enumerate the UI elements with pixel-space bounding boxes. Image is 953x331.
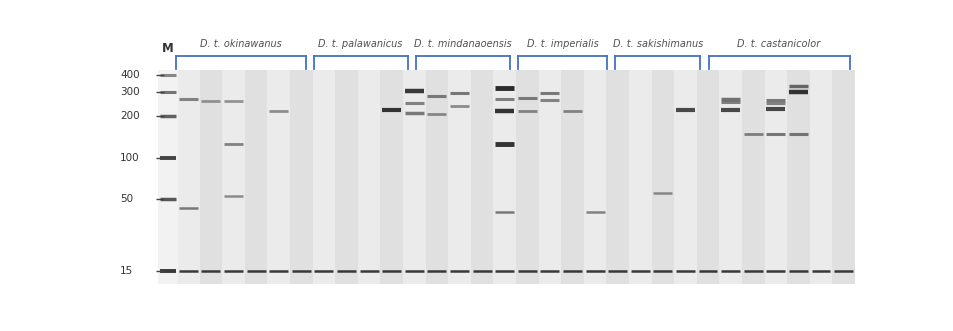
Text: D. t. mindanaoensis: D. t. mindanaoensis bbox=[414, 39, 511, 49]
Bar bbox=[402, 70, 425, 284]
Text: 100: 100 bbox=[120, 153, 139, 163]
Bar bbox=[245, 70, 267, 284]
Bar bbox=[628, 70, 651, 284]
Bar bbox=[380, 70, 402, 284]
Bar bbox=[583, 70, 606, 284]
Text: D. t. okinawanus: D. t. okinawanus bbox=[199, 39, 281, 49]
Text: D. t. castanicolor: D. t. castanicolor bbox=[737, 39, 820, 49]
Bar bbox=[560, 70, 583, 284]
Bar bbox=[448, 70, 470, 284]
Bar bbox=[606, 70, 628, 284]
Bar bbox=[674, 70, 696, 284]
Text: 400: 400 bbox=[120, 70, 139, 80]
Bar bbox=[199, 70, 222, 284]
Bar bbox=[493, 70, 516, 284]
Bar bbox=[786, 70, 809, 284]
Bar bbox=[537, 70, 560, 284]
Text: 50: 50 bbox=[120, 194, 133, 204]
Bar bbox=[763, 70, 786, 284]
Text: 15: 15 bbox=[120, 266, 133, 276]
Text: 200: 200 bbox=[120, 111, 139, 121]
Text: D. t. sakishimanus: D. t. sakishimanus bbox=[612, 39, 702, 49]
Bar bbox=[696, 70, 719, 284]
Bar bbox=[267, 70, 290, 284]
Bar bbox=[313, 70, 335, 284]
Text: D. t. palawanicus: D. t. palawanicus bbox=[318, 39, 402, 49]
Text: 300: 300 bbox=[120, 87, 139, 97]
Bar bbox=[335, 70, 357, 284]
Bar bbox=[176, 70, 199, 284]
Bar bbox=[719, 70, 741, 284]
Bar bbox=[425, 70, 448, 284]
Bar bbox=[158, 70, 177, 284]
Bar bbox=[741, 70, 763, 284]
Bar bbox=[831, 70, 854, 284]
Bar bbox=[651, 70, 674, 284]
Text: M: M bbox=[162, 42, 173, 55]
Bar bbox=[809, 70, 831, 284]
Bar bbox=[357, 70, 380, 284]
Bar bbox=[222, 70, 245, 284]
Bar bbox=[516, 70, 537, 284]
Text: D. t. imperialis: D. t. imperialis bbox=[526, 39, 598, 49]
Bar bbox=[470, 70, 493, 284]
Bar bbox=[290, 70, 313, 284]
